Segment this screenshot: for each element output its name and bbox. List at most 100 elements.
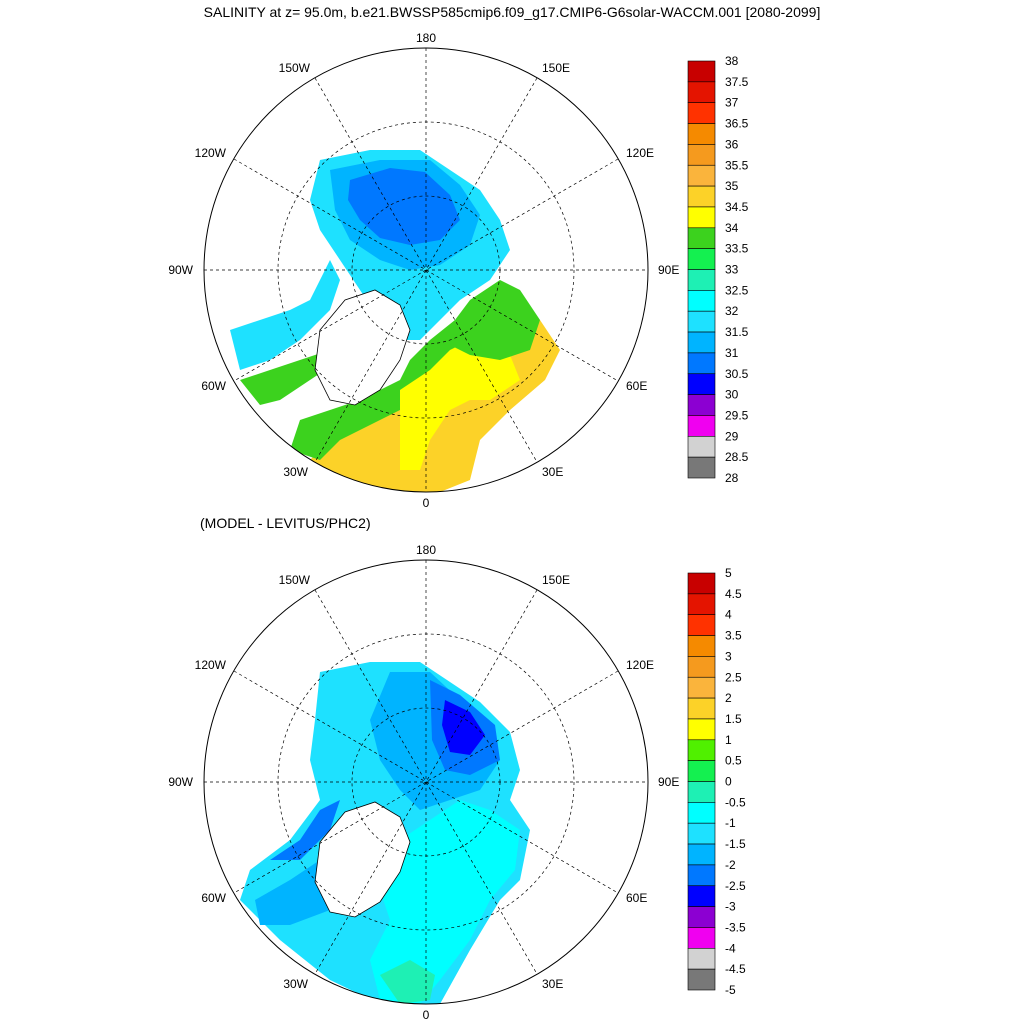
panel2-colorbar-tick-label: 2.5	[725, 670, 742, 684]
panel2-colorbar-swatch	[687, 822, 716, 845]
panel2-colorbar-swatch	[687, 885, 716, 907]
panel1-colorbar-tick-label: 32.5	[725, 283, 749, 297]
panel2-colorbar-tick-label: 3.5	[725, 629, 742, 643]
panel2-colorbar-tick-label: 4	[725, 608, 732, 622]
panel1-colorbar-tick-label: 31	[725, 346, 739, 360]
panel2-colorbar-tick-label: 1.5	[725, 712, 742, 726]
panel2-lon-label-150e: 150E	[542, 573, 570, 587]
panel1-colorbar-swatch	[687, 227, 716, 249]
panel2-lon-label-90e: 90E	[658, 775, 679, 789]
panel1-colorbar-tick-label: 34	[725, 221, 739, 235]
panel1-colorbar-tick-label: 38	[725, 54, 739, 68]
panel2-colorbar-tick-label: -3.5	[725, 920, 746, 934]
panel1-colorbar-tick-label: 30	[725, 388, 739, 402]
panel1-colorbar-swatch	[687, 206, 716, 229]
panel2-colorbar-swatch	[687, 802, 716, 824]
panel2-lon-label-150w: 150W	[279, 573, 311, 587]
panel2-colorbar-tick-label: -2	[725, 858, 736, 872]
panel1-colorbar-tick-label: 29	[725, 429, 739, 443]
panel1-colorbar-swatch	[687, 144, 716, 166]
panel2-graticule	[204, 560, 648, 1004]
panel1-colorbar-tick-label: 33.5	[725, 242, 749, 256]
panel2-colorbar-swatch	[687, 676, 716, 699]
panel1-colorbar-tick-label: 35.5	[725, 158, 749, 172]
panel2-lon-label-30w: 30W	[283, 977, 308, 991]
panel1-lon-label-120w: 120W	[195, 146, 227, 160]
panel2-colorbar-swatch	[687, 927, 716, 949]
panel1-lon-label-30e: 30E	[542, 465, 563, 479]
panel1-colorbar-swatch	[687, 102, 716, 124]
panel2-map: 180 0 90W 90E 150W 150E 120W 120E 60W 60…	[168, 543, 679, 1022]
panel2-colorbar-swatch	[687, 697, 716, 720]
panel2-colorbar-swatch	[687, 739, 716, 761]
panel2-lon-label-90w: 90W	[168, 775, 193, 789]
panel1-colorbar-tick-label: 36	[725, 137, 739, 151]
panel2-colorbar-tick-label: 4.5	[725, 587, 742, 601]
panel2-colorbar-swatch	[687, 635, 716, 657]
panel1-colorbar-tick-label: 37.5	[725, 75, 749, 89]
panel1-colorbar-tick-label: 34.5	[725, 200, 749, 214]
panel1-colorbar-tick-label: 31.5	[725, 325, 749, 339]
panel2-colorbar-tick-label: 2	[725, 691, 732, 705]
panel1-lon-label-90e: 90E	[658, 263, 679, 277]
panel2-colorbar-tick-label: -1.5	[725, 837, 746, 851]
panel1-ocean-field	[230, 150, 560, 492]
panel1-lon-label-180: 180	[416, 31, 436, 45]
panel1-colorbar-swatch	[687, 373, 716, 395]
panel1-map-border	[203, 47, 649, 493]
panel1-colorbar-swatch	[687, 394, 716, 416]
panel1-colorbar-tick-label: 37	[725, 96, 739, 110]
panel2-colorbar-swatch	[687, 614, 716, 636]
panel2-colorbar-tick-label: -0.5	[725, 795, 746, 809]
panel1-lon-label-30w: 30W	[283, 465, 308, 479]
panel2-colorbar-swatch	[687, 843, 716, 866]
panel2-ocean-field	[240, 662, 530, 1004]
panel2-lon-label-30e: 30E	[542, 977, 563, 991]
panel1-colorbar-tick-label: 28	[725, 471, 739, 485]
panel2-colorbar-tick-label: 0.5	[725, 754, 742, 768]
panel1-colorbar-swatch	[687, 60, 716, 83]
panel2-colorbar-tick-label: -4	[725, 941, 736, 955]
panel1-lon-label-90w: 90W	[168, 263, 193, 277]
panel1-map: 180 0 90W 90E 150W 150E 120W 120E 60W 60…	[168, 31, 679, 510]
panel2-colorbar: 5 4.5 4 3.5 3 2.5 2 1.5 1 0.5 0 -0.5 -1 -1.5 -2 -2.5 -3 -…	[687, 566, 746, 997]
panel2-map-border	[203, 559, 649, 1005]
panel1-colorbar-tick-label: 29.5	[725, 408, 749, 422]
panel1-colorbar-swatch	[687, 269, 716, 291]
panel2-colorbar-tick-label: 3	[725, 649, 732, 663]
panel2-colorbar-swatch	[687, 593, 716, 615]
panel2-lon-label-120w: 120W	[195, 658, 227, 672]
panel2-colorbar-tick-label: 5	[725, 566, 732, 580]
panel2-colorbar-swatch	[687, 906, 716, 928]
panel1-lon-label-120e: 120E	[626, 146, 654, 160]
panel1-colorbar-swatch	[687, 185, 716, 208]
panel1-lon-label-60w: 60W	[201, 379, 226, 393]
panel2-colorbar-tick-label: -3	[725, 900, 736, 914]
panel1-colorbar-swatch	[687, 415, 716, 437]
panel2-lon-label-60w: 60W	[201, 891, 226, 905]
panel1-lon-label-60e: 60E	[626, 379, 647, 393]
panel1-colorbar-swatch	[687, 248, 716, 270]
panel2-colorbar-tick-label: -1	[725, 816, 736, 830]
panel1-lon-label-150e: 150E	[542, 61, 570, 75]
panel2-lon-label-120e: 120E	[626, 658, 654, 672]
panel2-colorbar-swatch	[687, 656, 716, 678]
panel1-colorbar-swatch	[687, 435, 716, 458]
panel2-lon-label-0: 0	[423, 1008, 430, 1022]
panel1-colorbar-swatch	[687, 164, 716, 187]
panel1-colorbar: 38 37.5 37 36.5 36 35.5 35 34.5 34 33.5 33 32.5 32 31…	[687, 54, 749, 485]
panel1-colorbar-swatch	[687, 331, 716, 354]
panel2-colorbar-swatch	[687, 947, 716, 970]
panel1-colorbar-tick-label: 28.5	[725, 450, 749, 464]
panel1-colorbar-tick-label: 33	[725, 263, 739, 277]
panel2-colorbar-swatch	[687, 968, 716, 991]
panel1-colorbar-swatch	[687, 290, 716, 312]
panel1-colorbar-swatch	[687, 352, 716, 375]
panel2-colorbar-swatch	[687, 781, 716, 803]
panel1-colorbar-tick-label: 32	[725, 304, 739, 318]
panel2-lon-label-60e: 60E	[626, 891, 647, 905]
figure-title: SALINITY at z= 95.0m, b.e21.BWSSP585cmip…	[203, 4, 821, 20]
panel1-graticule	[204, 48, 648, 492]
panel1-colorbar-tick-label: 30.5	[725, 367, 749, 381]
